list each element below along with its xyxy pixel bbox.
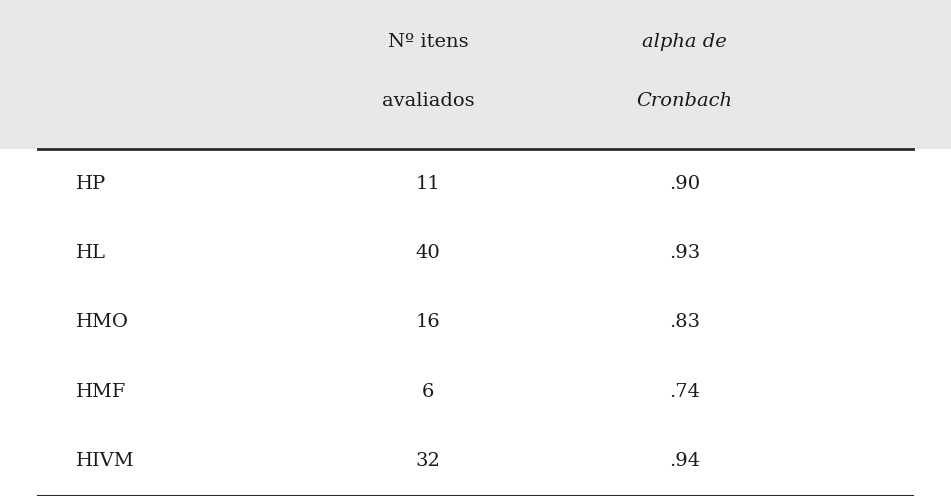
- Text: .90: .90: [670, 175, 700, 192]
- Text: HL: HL: [76, 244, 107, 262]
- Text: 40: 40: [416, 244, 440, 262]
- Text: .93: .93: [670, 244, 700, 262]
- Bar: [0, 0, 951, 149]
- Text: .94: .94: [670, 452, 700, 470]
- Text: HP: HP: [76, 175, 107, 192]
- Text: HIVM: HIVM: [76, 452, 135, 470]
- Text: Nº itens: Nº itens: [388, 33, 468, 51]
- Text: 6: 6: [421, 383, 435, 401]
- Text: alpha de: alpha de: [642, 33, 728, 51]
- Text: .74: .74: [670, 383, 700, 401]
- Text: HMO: HMO: [76, 313, 129, 331]
- Text: avaliados: avaliados: [381, 92, 475, 110]
- Text: Cronbach: Cronbach: [637, 92, 732, 110]
- Text: .83: .83: [670, 313, 700, 331]
- Text: 11: 11: [416, 175, 440, 192]
- Text: 16: 16: [416, 313, 440, 331]
- Text: 32: 32: [416, 452, 440, 470]
- Text: HMF: HMF: [76, 383, 126, 401]
